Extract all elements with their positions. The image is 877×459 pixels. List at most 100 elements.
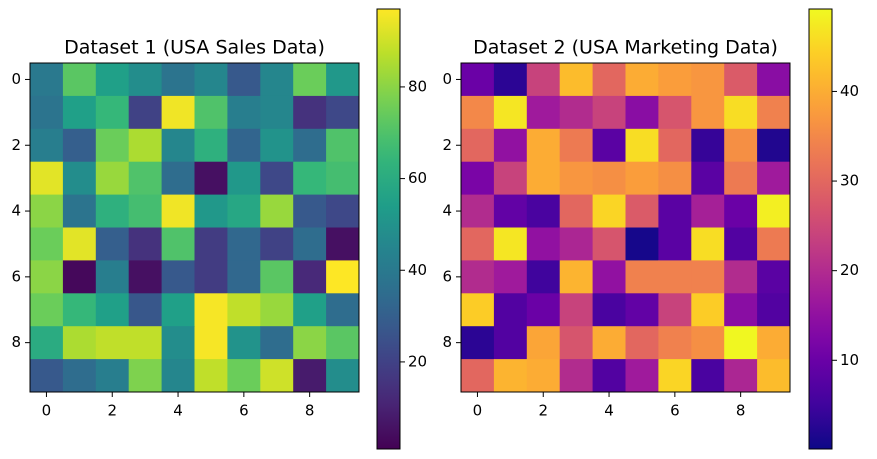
heatmap-cell — [757, 95, 791, 130]
heatmap-cell — [625, 293, 659, 327]
heatmap-cell — [293, 227, 327, 261]
chart-title: Dataset 1 (USA Sales Data) — [64, 37, 325, 59]
y-tick-label: 0 — [442, 70, 452, 88]
y-tick-label: 2 — [442, 136, 452, 154]
heatmap-cell — [95, 194, 130, 228]
heatmap-cell — [592, 128, 626, 163]
heatmap-cell — [128, 359, 163, 393]
x-tick-label: 6 — [670, 402, 680, 420]
heatmap-cell — [293, 326, 327, 360]
heatmap-cell — [260, 161, 294, 196]
heatmap-cell — [326, 95, 360, 130]
heatmap-cell — [691, 161, 725, 196]
x-tick-label: 4 — [604, 402, 614, 420]
heatmap-cell — [326, 63, 360, 97]
heatmap-cell — [724, 128, 758, 163]
heatmap-cell — [95, 63, 130, 97]
heatmap-cell — [658, 128, 692, 163]
heatmap-cell — [461, 63, 495, 97]
colorbar-tick-label: 10 — [840, 351, 859, 369]
heatmap-cell — [227, 95, 261, 130]
heatmap-cell — [526, 359, 561, 393]
heatmap-cell — [95, 293, 130, 327]
y-tick-label: 2 — [11, 136, 21, 154]
heatmap-cell — [260, 194, 294, 228]
heatmap-cell — [724, 63, 758, 97]
heatmap-cell — [658, 63, 692, 97]
heatmap-cell — [625, 161, 659, 196]
heatmap-cell — [62, 161, 97, 196]
colorbar-tick-label: 20 — [840, 261, 859, 279]
colorbar-tick-label: 40 — [840, 82, 859, 100]
heatmap-cell — [757, 161, 791, 196]
heatmap-cell — [128, 161, 163, 196]
heatmap-cell — [227, 128, 261, 163]
heatmap-cell — [128, 95, 163, 130]
heatmap-cell — [161, 63, 195, 97]
colorbar-tick-label: 80 — [408, 77, 427, 95]
heatmap-cell — [691, 63, 725, 97]
heatmap-cell — [161, 293, 195, 327]
heatmap-cell — [526, 293, 561, 327]
axes-frame — [460, 62, 791, 393]
heatmap-cell — [227, 161, 261, 196]
heatmap-cell — [493, 227, 528, 261]
heatmap-cell — [724, 227, 758, 261]
heatmap-cell — [293, 63, 327, 97]
heatmap-cell — [30, 326, 64, 360]
y-tick-label: 6 — [442, 267, 452, 285]
colorbar-tick-label: 60 — [408, 169, 427, 187]
heatmap-cell — [592, 63, 626, 97]
heatmap-cell — [625, 95, 659, 130]
heatmap-cell — [293, 260, 327, 294]
heatmap-cell — [194, 326, 228, 360]
heatmap-cell — [62, 359, 97, 393]
heatmap-cell — [724, 161, 758, 196]
heatmap-cell — [326, 326, 360, 360]
heatmap-cell — [30, 63, 64, 97]
heatmap-cell — [724, 359, 758, 393]
heatmap-cell — [493, 359, 528, 393]
heatmap-cell — [161, 227, 195, 261]
heatmap-cell — [757, 326, 791, 360]
heatmap-cell — [260, 227, 294, 261]
heatmap-cell — [559, 95, 594, 130]
heatmap-cell — [757, 128, 791, 163]
heatmap-cell — [95, 359, 130, 393]
heatmap-cell — [592, 227, 626, 261]
heatmap-cell — [526, 194, 561, 228]
y-tick-label: 6 — [11, 267, 21, 285]
heatmap-cell — [62, 326, 97, 360]
x-tick-label: 6 — [239, 402, 249, 420]
heatmap-cell — [526, 260, 561, 294]
heatmap-cell — [691, 293, 725, 327]
chart-title: Dataset 2 (USA Marketing Data) — [473, 37, 778, 59]
heatmap-cell — [559, 293, 594, 327]
heatmap-cell — [128, 194, 163, 228]
heatmap-cell — [194, 260, 228, 294]
heatmap-cell — [194, 227, 228, 261]
heatmap-cell — [227, 359, 261, 393]
heatmap-cell — [724, 293, 758, 327]
heatmap-cell — [757, 359, 791, 393]
x-tick-label: 0 — [42, 402, 52, 420]
heatmap-cell — [128, 227, 163, 261]
heatmap-cell — [526, 128, 561, 163]
heatmap-cell — [260, 63, 294, 97]
x-tick-label: 8 — [736, 402, 746, 420]
heatmap-cell — [194, 161, 228, 196]
y-tick-label: 8 — [442, 333, 452, 351]
heatmap-cell — [62, 260, 97, 294]
heatmap-cell — [757, 260, 791, 294]
x-tick-label: 2 — [538, 402, 548, 420]
heatmap-cell — [128, 63, 163, 97]
heatmap-cell — [691, 326, 725, 360]
heatmap-cell — [95, 95, 130, 130]
heatmap-cell — [227, 260, 261, 294]
heatmap-cell — [526, 63, 561, 97]
heatmap-cell — [658, 161, 692, 196]
heatmap-cell — [95, 260, 130, 294]
colorbar — [808, 8, 833, 450]
heatmap-cell — [691, 95, 725, 130]
heatmap-cell — [128, 293, 163, 327]
